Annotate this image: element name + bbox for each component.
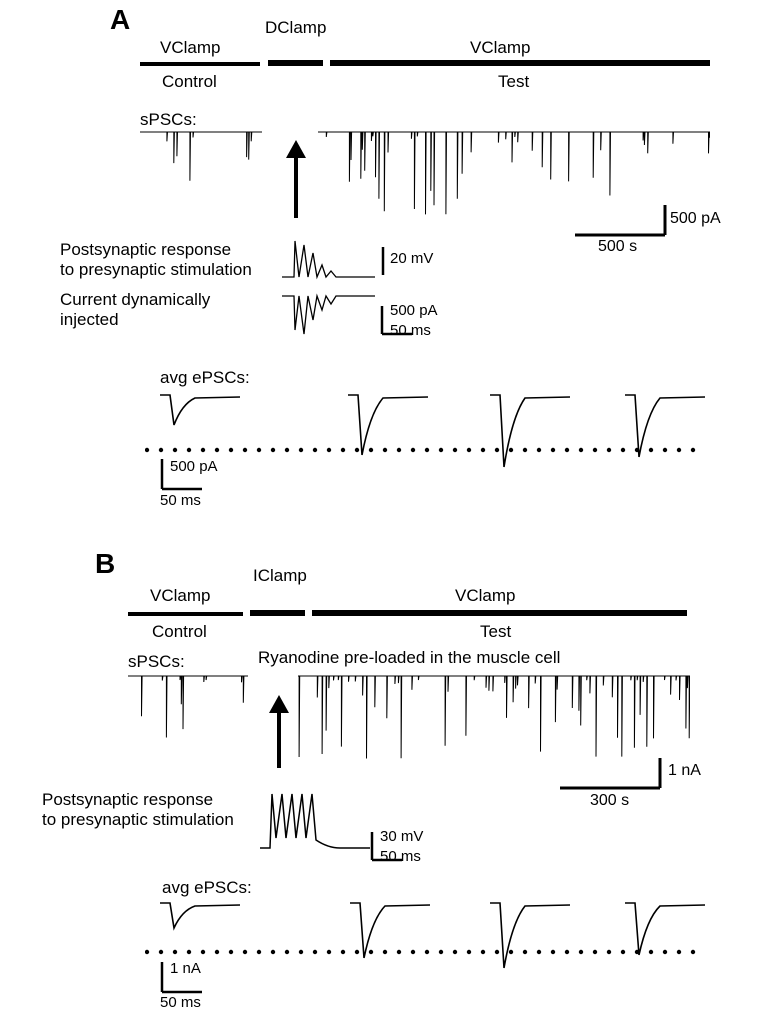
pb-spsc-hscale: 300 s — [590, 792, 629, 810]
pa-postsyn-vscale: 20 mV — [390, 250, 433, 267]
pb-avg-vscale: 1 nA — [170, 960, 201, 977]
pb-postsyn-vscale: 30 mV — [380, 828, 423, 845]
pa-inj-hscale: 50 ms — [390, 322, 431, 339]
pa-avg-traces — [0, 385, 720, 475]
pa-postsyn-vscalebar — [380, 245, 390, 277]
pa-avg-hscale: 50 ms — [160, 492, 201, 509]
pb-test-text: Test — [480, 622, 511, 642]
pb-postsyn-trace — [258, 788, 373, 856]
pa-spsc-vscale: 500 pA — [670, 210, 721, 228]
pa-vclamp2-bar — [330, 60, 710, 66]
panel-b-label: B — [95, 548, 115, 580]
pb-vclamp2-text: VClamp — [455, 586, 515, 606]
pa-vclamp1-text: VClamp — [160, 38, 220, 58]
pa-dotted-line — [145, 446, 705, 454]
pb-avg-hscale: 50 ms — [160, 994, 201, 1011]
pa-vclamp1-bar — [140, 62, 260, 66]
pa-inj-label: Current dynamically injected — [60, 290, 210, 331]
pa-control-text: Control — [162, 72, 217, 92]
pa-arrow-icon — [283, 140, 309, 220]
pb-spsc-vscale: 1 nA — [668, 762, 701, 780]
pa-postsyn-trace — [280, 235, 380, 285]
pa-spsc-label: sPSCs: — [140, 110, 197, 130]
pa-dclamp-text: DClamp — [265, 18, 326, 38]
pb-iclamp-bar — [250, 610, 305, 616]
pb-dotted-line — [145, 948, 705, 956]
pa-test-text: Test — [498, 72, 529, 92]
pb-postsyn-hscale: 50 ms — [380, 848, 421, 865]
pa-avg-vscale: 500 pA — [170, 458, 218, 475]
pb-ryanodine-label: Ryanodine pre-loaded in the muscle cell — [258, 648, 560, 668]
panel-a-label: A — [110, 4, 130, 36]
pa-spsc-hscale: 500 s — [598, 238, 637, 256]
pb-avg-traces — [0, 893, 720, 981]
pb-vclamp1-text: VClamp — [150, 586, 210, 606]
pa-inj-vscale: 500 pA — [390, 302, 438, 319]
pb-control-text: Control — [152, 622, 207, 642]
pb-arrow-icon — [266, 695, 292, 770]
pb-iclamp-text: IClamp — [253, 566, 307, 586]
pa-dclamp-bar — [268, 60, 323, 66]
pa-postsyn-label: Postsynaptic response to presynaptic sti… — [60, 240, 252, 281]
pb-vclamp1-bar — [128, 612, 243, 616]
pa-vclamp2-text: VClamp — [470, 38, 530, 58]
pb-postsyn-label: Postsynaptic response to presynaptic sti… — [42, 790, 234, 831]
pb-spsc-label: sPSCs: — [128, 652, 185, 672]
pb-vclamp2-bar — [312, 610, 687, 616]
pa-inj-trace — [280, 290, 380, 340]
pb-spsc-trace — [128, 672, 690, 762]
